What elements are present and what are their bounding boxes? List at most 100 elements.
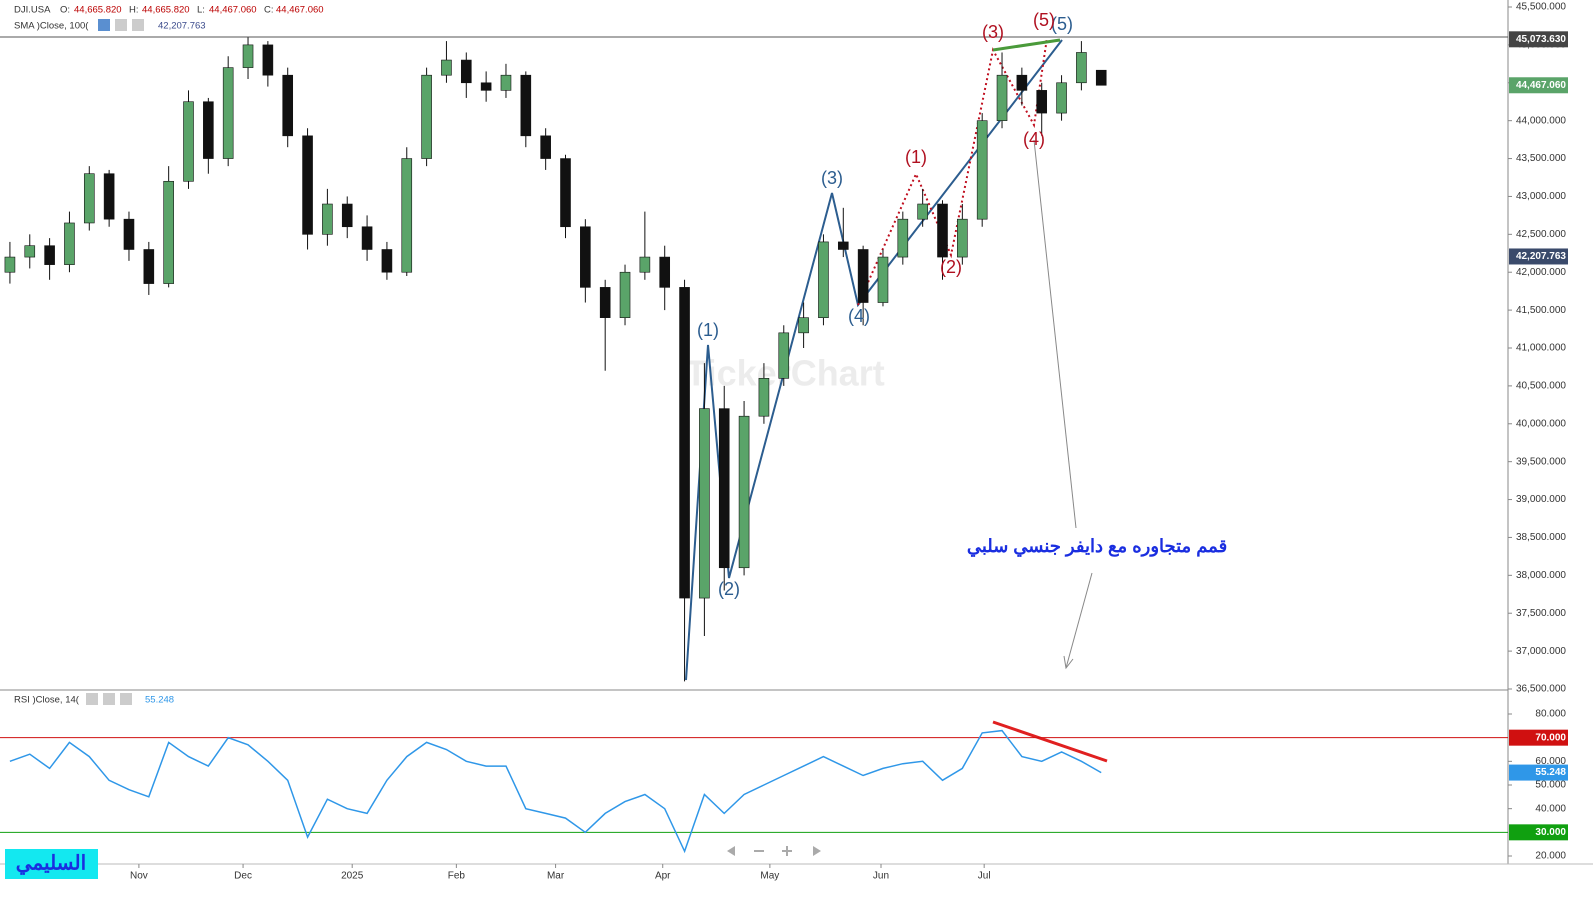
scroll-right[interactable] (813, 846, 821, 856)
y-tick-label: 38,000.000 (1516, 570, 1566, 581)
y-tick-label: 42,500.000 (1516, 229, 1566, 240)
candle-body (441, 59, 452, 76)
sma-close[interactable] (132, 19, 144, 31)
pointer-line (1033, 139, 1077, 529)
price-label-box (1509, 77, 1568, 94)
y-tick-label: 36,500.000 (1516, 684, 1566, 695)
candle-body (322, 203, 333, 235)
author: السليمي (16, 852, 86, 875)
candle-body (460, 59, 472, 84)
candle-body (4, 256, 16, 273)
arrow-head (1063, 655, 1074, 670)
price-label: 42,207.763 (1516, 251, 1566, 262)
candle-body (421, 74, 432, 159)
y-tick-label: 37,500.000 (1516, 608, 1566, 619)
y-tick-label: 38,500.000 (1516, 532, 1566, 543)
price-label-box (1509, 764, 1568, 781)
y-tick-label: 40.000 (1535, 803, 1566, 814)
x-tick-label: Mar (547, 871, 565, 882)
candle-body (24, 245, 36, 258)
zoom-out[interactable] (754, 850, 764, 852)
wave-label: (3) (982, 22, 1004, 42)
rsi-settings[interactable] (103, 693, 115, 705)
y-tick-label: 45,500.000 (1516, 2, 1566, 13)
y-tick-label: 43,000.000 (1516, 191, 1566, 202)
y-tick-label: 20.000 (1535, 851, 1566, 862)
c-value: 44,467.060 (276, 5, 324, 16)
header: DJI.USA O: 44,665.820 H: 44,665.820 L: 4… (14, 5, 324, 706)
arrow-line (1065, 572, 1093, 669)
candle-body (302, 135, 313, 235)
o-value: 44,665.820 (74, 5, 122, 16)
price-label: 30.000 (1535, 827, 1566, 838)
rsi-line (9, 729, 1102, 854)
wave-label: (2) (940, 257, 962, 277)
candle-body (897, 218, 909, 258)
y-tick-label: 39,500.000 (1516, 456, 1566, 467)
red-wave-line (857, 37, 1048, 306)
candle-body (163, 180, 174, 284)
candle-body (976, 120, 988, 220)
y-tick-label: 50.000 (1535, 780, 1566, 791)
candle-body (659, 256, 671, 288)
x-tick-label: Dec (234, 871, 252, 882)
top-line (992, 38, 1061, 52)
candle-body (1076, 52, 1087, 84)
candle-body (957, 218, 968, 258)
y-tick-label: 40,000.000 (1516, 418, 1566, 429)
candle-body (1095, 69, 1107, 86)
candle-body (917, 203, 928, 220)
l-value: 44,467.060 (209, 5, 257, 16)
y-tick-label: 43,500.000 (1516, 153, 1566, 164)
wave-label: (5) (1033, 10, 1055, 30)
scroll-controls (727, 846, 821, 856)
candle-body (619, 271, 631, 318)
candle-body (580, 226, 591, 288)
zoom-in[interactable] (782, 846, 792, 856)
price-label: 70.000 (1535, 732, 1566, 743)
h-value: 44,665.820 (142, 5, 190, 16)
candle-body (1036, 90, 1048, 114)
sma-settings[interactable] (115, 19, 127, 31)
candle-body (520, 74, 532, 137)
candle-body (222, 67, 234, 159)
candle-body (64, 222, 75, 265)
candle-body (44, 245, 55, 265)
candle-body (540, 135, 551, 159)
rsi-toggle[interactable] (86, 693, 98, 705)
candle-body (599, 287, 611, 318)
candle-body (996, 74, 1008, 121)
candle-body (639, 256, 651, 273)
y-tick-label: 44,000.000 (1516, 115, 1566, 126)
y-tick-label: 40,500.000 (1516, 381, 1566, 392)
price-label-box (1509, 729, 1568, 746)
candle-body (242, 44, 254, 68)
rsi-close[interactable] (120, 693, 132, 705)
candle-body (758, 378, 770, 417)
y-tick-label: 42,000.000 (1516, 267, 1566, 278)
x-tick-label: Feb (448, 871, 466, 882)
candle-body (1016, 74, 1028, 91)
sma-toggle[interactable] (98, 19, 110, 31)
wave-label: (1) (697, 320, 719, 340)
candle-body (798, 317, 809, 334)
y-tick-label: 39,000.000 (1516, 494, 1566, 505)
candle-body (500, 74, 512, 91)
wave-label: (1) (905, 147, 927, 167)
price-label: 55.248 (1535, 767, 1566, 778)
h-label: H: (129, 5, 139, 16)
price-label: 44,467.060 (1516, 80, 1566, 91)
x-tick-label: May (760, 871, 779, 882)
candle-body (837, 241, 849, 250)
candle-body (480, 82, 492, 91)
wave-label: (2) (718, 579, 740, 599)
candle-body (679, 287, 690, 599)
candle-body (818, 241, 829, 318)
scroll-left[interactable] (727, 846, 735, 856)
candle-body (738, 415, 750, 569)
sma-value: 42,207.763 (158, 21, 206, 32)
price-label-box (1509, 31, 1568, 48)
candle-body (937, 203, 948, 258)
